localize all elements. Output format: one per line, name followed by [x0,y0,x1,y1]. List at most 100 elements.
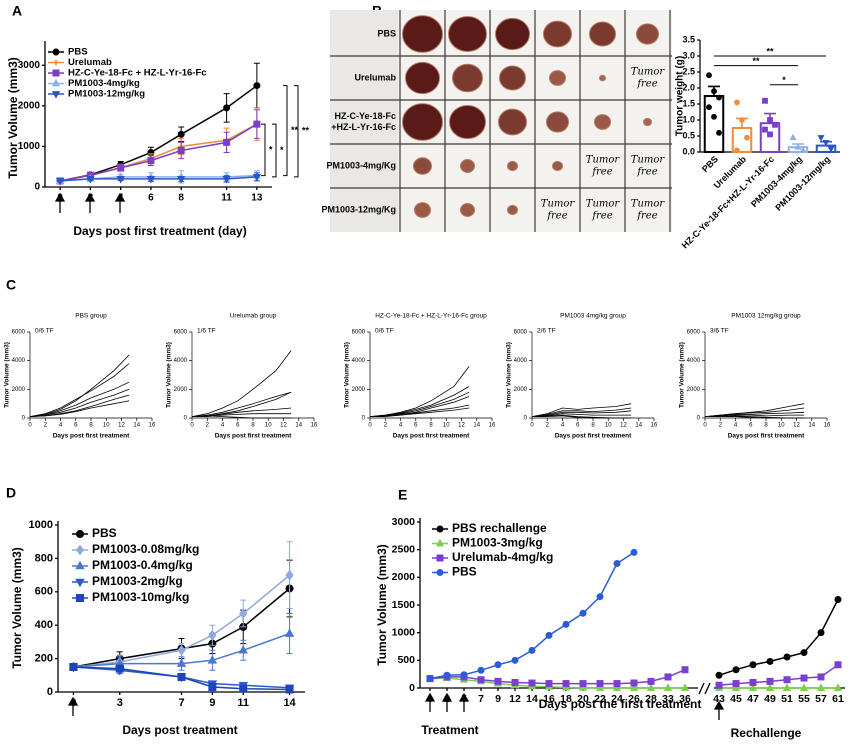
x-tick-label: 22 [594,693,606,705]
tumor [507,160,518,172]
x-tick-label: 20 [577,693,589,705]
data-point [511,678,519,686]
x-tick-label: 4 [561,423,565,429]
x-tick-label: 2 [88,193,94,204]
series-line [369,386,470,417]
series-line [369,404,470,417]
data-point [177,130,185,138]
series-line [191,350,292,417]
data-point [176,658,187,667]
y-axis-label: Tumor Volume (mm3) [10,547,24,669]
y-tick-label: 1000 [392,626,416,638]
series-line [73,587,291,668]
data-point [562,620,570,628]
data-point [716,94,722,101]
tumor [549,70,566,86]
data-point [207,655,218,664]
data-point [528,646,536,654]
data-point [612,683,622,691]
tumor [452,63,483,93]
tumor-free-note: free [636,211,657,222]
annotation: 2/6 TF [537,328,556,335]
y-tick-label: 4000 [687,358,701,364]
y-tick-label: 0 [409,682,415,694]
data-point [177,644,186,656]
tumor [507,204,518,216]
x-tick-label: 2 [44,423,48,429]
x-tick-label: 6 [576,423,580,429]
treatment-arrows [54,192,725,720]
tumor [495,17,530,51]
y-axis-label: Tumor Volume (mm3) [375,544,389,666]
x-tick-label: 8 [429,423,433,429]
legend-label: PBS [68,47,88,58]
series-line [370,407,470,417]
x-tick-label: 24 [611,693,623,705]
data-point [766,677,774,685]
y-tick-label: 200 [35,653,53,665]
series-line [704,407,805,417]
data-point [116,175,125,184]
tumor-free-note: free [546,211,567,222]
data-point [706,72,712,79]
y-tick-label: 2000 [352,387,366,393]
data-point [613,680,621,688]
data-point [822,139,830,147]
x-tick-label: 8 [764,423,768,429]
x-tick-label: 10 [778,423,785,429]
legend-label: Urelumab [68,57,112,68]
x-tick-label: 14 [473,423,480,429]
y-axis-label: Tumor Volume (mm3) [344,342,351,408]
row-label: +HZ-L-Yr-16-Fc [331,122,396,132]
annotation: Rechallenge [731,726,802,740]
y-tick-label: 4000 [12,358,26,364]
data-point [177,146,185,154]
data-point [800,674,808,682]
subplot-title: PM1003 4mg/kg group [560,313,626,320]
y-tick-label: 0.5 [682,130,695,140]
y-tick-label: 1500 [392,599,416,611]
data-point [146,175,156,184]
panel-label: A [12,3,22,19]
tumor [594,114,611,130]
data-point [253,120,261,128]
x-tick-label: 4 [59,423,63,429]
series-line [704,414,805,417]
legend-marker [75,560,85,570]
data-point [443,671,451,679]
tumor [499,65,526,91]
y-tick-label: 2.0 [682,82,695,92]
legend-label: PBS rechallenge [452,521,547,535]
data-point [799,683,809,691]
x-tick-label: 2 [384,423,388,429]
significance-label: * [269,144,273,154]
x-tick-label: 36 [679,693,691,705]
y-tick-label: 0 [524,416,528,422]
data-point [783,653,791,661]
x-tick-label: 2 [546,423,550,429]
x-tick-label: 7 [478,693,484,705]
legend-label: PBS [452,565,477,579]
data-point [816,683,826,691]
legend-marker [51,78,61,87]
data-point [579,680,587,688]
x-tick-label: 0 [703,423,707,429]
x-tick-label: 51 [781,693,793,705]
data-point [69,662,78,671]
series-line [73,666,290,689]
data-point [460,671,468,679]
y-tick-label: 2500 [392,543,416,555]
series-line [73,574,291,668]
data-point [799,146,807,153]
x-tick-label: 2 [444,693,450,705]
data-point [664,673,672,681]
data-point [706,104,712,111]
x-tick-label: 18 [560,693,572,705]
tumor [414,202,431,218]
tumor [643,117,652,127]
series-line [705,416,805,419]
data-point [528,679,536,687]
tumor [402,103,443,141]
data-point [596,593,604,601]
subplot-title: Urelumab group [230,313,277,320]
